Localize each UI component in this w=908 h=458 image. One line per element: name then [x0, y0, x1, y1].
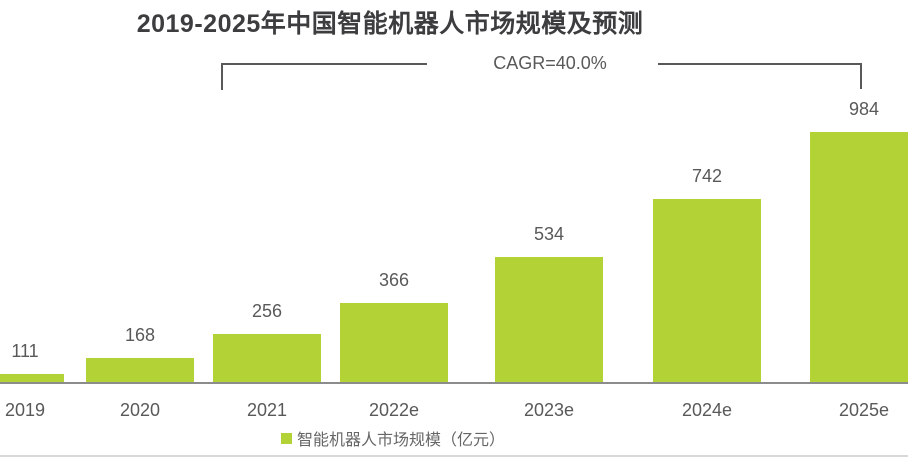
cagr-annotation: CAGR=40.0%	[493, 53, 607, 73]
legend: 智能机器人市场规模（亿元）	[281, 426, 505, 450]
x-axis-label-2019: 2019	[4, 400, 46, 420]
bar-2024e	[653, 199, 761, 383]
bar-2021	[213, 334, 321, 383]
chart-title: 2019-2025年中国智能机器人市场规模及预测	[136, 10, 644, 38]
value-label-2023e: 534	[533, 224, 565, 244]
bottom-divider	[0, 455, 908, 457]
bar-2022e	[340, 303, 448, 383]
legend-series-label: 智能机器人市场规模（亿元）	[297, 432, 506, 449]
value-label-2022e: 366	[378, 270, 410, 290]
legend-square-swatch-icon	[281, 432, 292, 444]
x-axis-label-2022e: 2022e	[368, 400, 420, 420]
x-axis-label-2020: 2020	[119, 400, 161, 420]
bar-2019	[0, 374, 64, 383]
x-axis-line	[0, 382, 908, 384]
x-axis-label-2024e: 2024e	[681, 400, 733, 420]
x-axis-label-2021: 2021	[246, 400, 288, 420]
value-label-2025e: 984	[848, 99, 880, 119]
value-label-2020: 168	[124, 325, 156, 345]
cagr-bracket-right-horizontal	[658, 63, 862, 65]
x-axis-label-2025e: 2025e	[838, 400, 890, 420]
bar-2023e	[495, 257, 603, 383]
value-label-2019: 111	[11, 341, 39, 361]
value-label-2021: 256	[251, 301, 283, 321]
value-label-2024e: 742	[691, 166, 723, 186]
bar-2020	[86, 358, 194, 383]
cagr-bracket-right-vertical	[860, 63, 862, 89]
x-axis-label-2023e: 2023e	[523, 400, 575, 420]
cagr-bracket-left-vertical	[221, 63, 223, 90]
bar-2025e	[810, 132, 908, 383]
cagr-bracket-left-horizontal	[221, 63, 427, 65]
